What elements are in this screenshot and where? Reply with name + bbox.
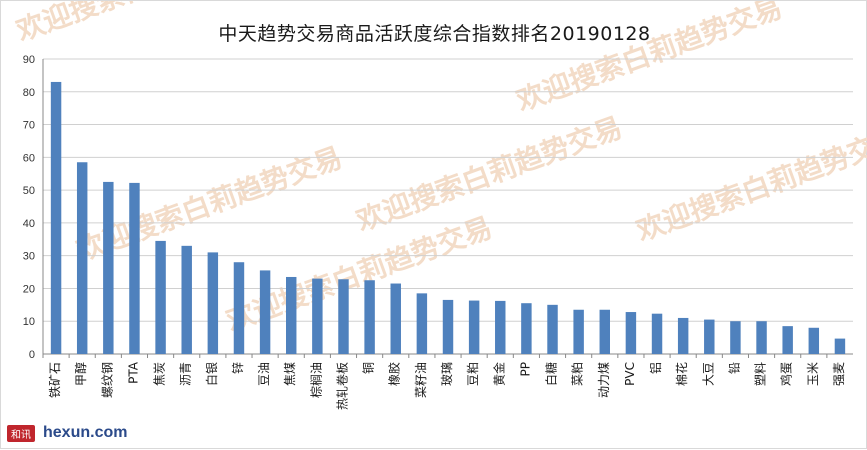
y-tick-label: 50 <box>23 185 35 197</box>
y-tick-label: 90 <box>23 54 35 66</box>
x-tick-label: 铝 <box>648 362 663 374</box>
bar <box>625 312 637 354</box>
bar <box>129 182 140 354</box>
axis-layer: 0 10 20 30 40 50 60 70 80 90 铁矿石 甲醇 螺纹钢 PTA 焦炭 沥青 白银锌豆油焦… <box>23 54 846 410</box>
bar <box>364 280 375 354</box>
bar <box>468 300 480 354</box>
x-tick-label: 橡胶 <box>387 362 402 386</box>
y-tick-label: 80 <box>23 87 35 99</box>
bar <box>103 181 114 354</box>
x-tick-label: 螺纹钢 <box>100 362 114 398</box>
y-tick-label: 30 <box>23 251 35 263</box>
y-tick-label: 0 <box>29 349 35 361</box>
y-tick-label: 60 <box>23 152 35 164</box>
bar <box>390 283 401 354</box>
bar <box>233 262 245 354</box>
bar <box>181 245 192 354</box>
x-tick-label: 焦煤 <box>283 362 297 386</box>
x-tick-label: 白银 <box>204 362 219 386</box>
bar <box>312 278 323 354</box>
bar <box>573 309 584 354</box>
bar <box>495 300 506 354</box>
bar <box>599 309 610 354</box>
watermark-text: 欢迎搜索白莉趋势交易 <box>11 1 286 48</box>
logo-text: hexun.com <box>43 424 128 441</box>
x-tick-label: 大豆 <box>701 362 715 386</box>
x-tick-label: 棕榈油 <box>308 362 323 398</box>
x-tick-label: 焦炭 <box>153 362 167 386</box>
bar <box>834 338 846 354</box>
x-tick-label: 菜粕 <box>570 362 585 386</box>
bar <box>730 321 741 354</box>
y-tick-label: 20 <box>23 283 35 295</box>
x-tick-label: 玻璃 <box>440 362 454 386</box>
watermark-text: 欢迎搜索白莉趋势交易 <box>351 111 626 238</box>
logo-badge: 和讯 <box>7 424 35 442</box>
bar <box>286 276 297 354</box>
bar <box>259 270 271 354</box>
chart-title: 中天趋势交易商品活跃度综合指数排名20190128 <box>218 23 651 45</box>
bar <box>756 321 767 354</box>
bar <box>521 303 532 354</box>
x-tick-label: 塑料 <box>753 362 768 386</box>
x-tick-label: 棉花 <box>674 362 689 386</box>
x-tick-label: 铁矿石 <box>48 362 62 398</box>
bar <box>442 299 454 354</box>
x-tick-label: 沥青 <box>179 362 193 386</box>
x-tick-label: 白糖 <box>544 362 559 386</box>
x-tick-label: 锌 <box>231 362 245 374</box>
x-tick-label: 豆油 <box>257 362 271 386</box>
y-tick-label: 70 <box>23 120 35 132</box>
bar <box>677 317 689 354</box>
watermark-text: 欢迎搜索白莉趋势交易 <box>631 121 867 248</box>
bar <box>338 279 349 354</box>
y-tick-label: 10 <box>23 316 35 328</box>
x-tick-label: PVC <box>623 362 637 386</box>
x-tick-label: 动力煤 <box>597 362 611 398</box>
x-tick-label: 强麦 <box>832 362 846 386</box>
bar <box>704 319 715 354</box>
bar <box>76 162 88 354</box>
x-tick-label: 黄金 <box>491 362 506 386</box>
bar <box>651 313 663 354</box>
bar <box>808 327 820 354</box>
x-tick-label: 热轧卷板 <box>334 362 349 410</box>
y-tick-label: 40 <box>23 218 35 230</box>
bar-layer <box>50 81 846 354</box>
bar <box>50 81 62 354</box>
bar <box>207 252 219 354</box>
x-tick-label: 豆粕 <box>465 362 480 386</box>
x-tick-label: 铜 <box>361 362 376 374</box>
bar <box>416 293 428 354</box>
x-tick-label: PP <box>518 362 532 376</box>
x-tick-label: 铅 <box>727 362 741 374</box>
x-tick-label: 玉米 <box>806 362 820 386</box>
bar <box>782 326 793 354</box>
bar <box>155 240 166 354</box>
hexun-logo: 和讯 hexun.com <box>7 424 127 442</box>
x-tick-label: PTA <box>126 361 140 384</box>
bar <box>547 304 558 354</box>
x-tick-label: 甲醇 <box>73 362 88 386</box>
x-tick-label: 菜籽油 <box>414 362 428 398</box>
x-tick-label: 鸡蛋 <box>779 362 794 386</box>
